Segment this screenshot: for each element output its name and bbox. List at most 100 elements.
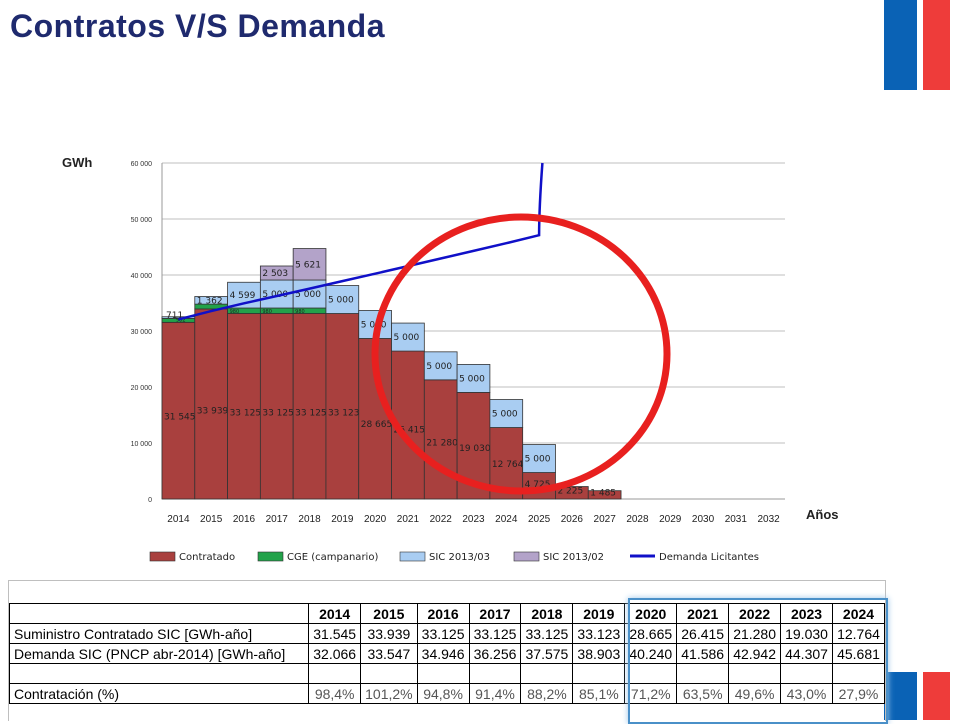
bar-segment (325, 313, 360, 500)
table-header-cell: 2021 (676, 603, 730, 624)
demand-line (178, 162, 544, 321)
table-header-cell (8, 603, 310, 624)
table-header-cell: 2024 (831, 603, 886, 624)
legend-label: Demanda Licitantes (659, 552, 759, 563)
x-axis-title: Años (806, 507, 839, 522)
x-tick-label: 2031 (725, 514, 748, 525)
row-label: Demanda SIC (PNCP abr-2014) [GWh-año] (8, 643, 310, 664)
x-tick-label: 2016 (233, 514, 256, 525)
data-label: 26 415 (394, 425, 426, 435)
table-cell: 21.280 (728, 623, 782, 644)
bar-segment (227, 313, 261, 500)
annotation-circle (371, 213, 671, 495)
bar-segment (292, 279, 327, 309)
summary-table: 2014 2015 2016 2017 2018 2019 2020 2021 2022 2023… (8, 603, 886, 704)
table-cell: 101,2% (360, 683, 418, 704)
table-cell: 33.123 (572, 623, 626, 644)
flag-white-stripe (917, 0, 923, 90)
table-cell (728, 663, 782, 684)
table-cell: 38.903 (572, 643, 626, 664)
y-tick-label: 20 000 (131, 385, 153, 392)
flag-blue-stripe (884, 0, 917, 90)
table-cell (572, 663, 626, 684)
legend-swatch (513, 551, 540, 562)
data-label: 1 485 (590, 488, 616, 498)
data-label: 982 (176, 317, 186, 323)
table-cell: 12.764 (831, 623, 886, 644)
table-cell (520, 663, 574, 684)
slide-title: Contratos V/S Demanda (10, 8, 386, 44)
data-label: 5 000 (394, 333, 420, 343)
data-label: 5 000 (295, 290, 321, 300)
x-tick-label: 2032 (757, 514, 780, 525)
table-header-row: 2014 2015 2016 2017 2018 2019 2020 2021 2022 2023… (8, 603, 886, 624)
table-cell (676, 663, 730, 684)
y-tick-label: 0 (148, 497, 152, 504)
table-cell: 28.665 (624, 623, 678, 644)
table-cell: 37.575 (520, 643, 574, 664)
table-cell: 98,4% (308, 683, 362, 704)
data-label: 2 503 (262, 269, 288, 279)
table-cell: 33.547 (360, 643, 418, 664)
table-row (8, 663, 886, 684)
table-cell: 31.545 (308, 623, 362, 644)
flag-red-stripe (923, 672, 950, 720)
table-cell (416, 663, 470, 684)
data-label: 5 000 (328, 296, 354, 306)
x-tick-label: 2015 (200, 514, 223, 525)
data-label: 33 125 (262, 409, 294, 419)
data-label: 21 280 (426, 438, 458, 448)
table-cell: 34.946 (416, 643, 470, 664)
x-tick-label: 2027 (594, 514, 617, 525)
data-label: 33 125 (295, 409, 327, 419)
legend-swatch (399, 551, 426, 562)
legend-label: CGE (campanario) (287, 552, 378, 563)
bar-segment (391, 322, 425, 352)
x-tick-label: 2024 (495, 514, 518, 525)
table-header-cell: 2014 (308, 603, 362, 624)
data-label: 4 599 (230, 291, 256, 301)
row-label: Suministro Contratado SIC [GWh-año] (8, 623, 310, 644)
table-header-cell: 2022 (728, 603, 782, 624)
flag-bottom-right (884, 672, 950, 720)
x-tick-label: 2021 (397, 514, 420, 525)
data-label: 5 000 (459, 374, 485, 384)
data-label: 711 (166, 311, 183, 321)
table-cell (308, 663, 362, 684)
data-label: 33 123 (328, 409, 360, 419)
x-tick-label: 2017 (266, 514, 289, 525)
x-tick-label: 2020 (364, 514, 387, 525)
bar-segment (456, 364, 491, 393)
bar-segment (292, 313, 327, 500)
legend-label: Contratado (179, 552, 235, 563)
data-label: 5 621 (295, 260, 321, 270)
table-cell (468, 663, 522, 684)
data-label: 1 362 (197, 296, 223, 306)
table-cell: 41.586 (676, 643, 730, 664)
x-tick-label: 2018 (298, 514, 321, 525)
table-cell (360, 663, 418, 684)
legend-label: SIC 2013/03 (429, 552, 490, 563)
data-label: 980 (295, 309, 305, 315)
table-row: Suministro Contratado SIC [GWh-año] 31.54… (8, 623, 886, 644)
table-cell (780, 663, 833, 684)
bar-segment (325, 285, 360, 314)
table-cell: 45.681 (831, 643, 886, 664)
table-header-cell: 2015 (360, 603, 418, 624)
x-tick-label: 2030 (692, 514, 715, 525)
table-cell: 26.415 (676, 623, 730, 644)
y-tick-label: 60 000 (131, 161, 153, 168)
table-cell: 36.256 (468, 643, 522, 664)
table-cell: 43,0% (780, 683, 833, 704)
table-cell: 49,6% (728, 683, 782, 704)
table-cell: 91,4% (468, 683, 522, 704)
table-header-cell: 2017 (468, 603, 522, 624)
flag-red-stripe (923, 0, 950, 90)
bar-segment (522, 444, 556, 473)
table-header-cell: 2020 (624, 603, 678, 624)
table-cell: 19.030 (780, 623, 833, 644)
legend-label: SIC 2013/02 (543, 552, 604, 563)
table-row: Demanda SIC (PNCP abr-2014) [GWh-año] 32.… (8, 643, 886, 664)
table-cell: 85,1% (572, 683, 626, 704)
x-tick-label: 2022 (430, 514, 453, 525)
